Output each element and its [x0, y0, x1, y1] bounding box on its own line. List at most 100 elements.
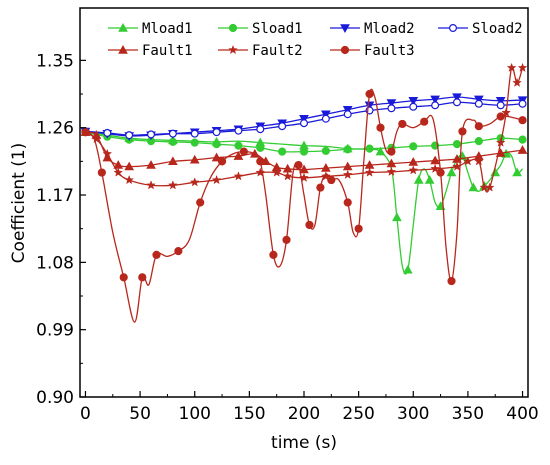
- data-point: [518, 135, 527, 144]
- legend-label: Fault1: [142, 43, 193, 59]
- data-point: [174, 247, 183, 256]
- data-point: [365, 144, 374, 153]
- data-point: [190, 129, 199, 138]
- data-point: [424, 175, 435, 184]
- data-point: [447, 276, 456, 286]
- data-point: [409, 142, 418, 151]
- data-point: [501, 107, 512, 117]
- data-point: [282, 171, 293, 181]
- data-point: [103, 128, 112, 137]
- data-point: [147, 130, 156, 139]
- data-point: [364, 167, 375, 177]
- axes-layer: 0 50 100 150 200 250 300 350 400 0.90 0.99 1.08 1.17…: [36, 51, 539, 424]
- data-point: [474, 122, 483, 131]
- x-axis-title: time (s): [271, 433, 337, 453]
- data-point: [146, 180, 156, 190]
- data-point: [234, 126, 243, 135]
- series-line: [85, 131, 523, 275]
- data-point: [278, 147, 287, 156]
- legend-item: Fault3: [330, 43, 415, 59]
- data-point: [125, 131, 134, 140]
- data-point: [278, 122, 287, 131]
- data-point: [228, 44, 238, 55]
- data-point: [463, 156, 473, 166]
- y-tick-label: 0.90: [36, 388, 74, 408]
- data-point: [305, 220, 314, 230]
- data-point: [392, 212, 402, 222]
- data-point: [452, 140, 462, 149]
- data-point: [211, 174, 222, 185]
- data-point: [189, 177, 200, 187]
- data-point: [343, 145, 352, 154]
- data-point: [234, 141, 243, 150]
- data-point: [321, 114, 330, 123]
- data-point: [387, 147, 396, 156]
- data-point: [340, 45, 350, 55]
- data-point: [212, 140, 221, 149]
- legend-label: Sload2: [472, 21, 523, 37]
- data-point: [398, 119, 407, 129]
- data-point: [228, 23, 238, 33]
- data-point: [212, 128, 221, 137]
- x-tick-label: 200: [288, 404, 320, 424]
- data-point: [518, 99, 527, 108]
- legend-item: Mload2: [330, 21, 415, 37]
- data-point: [168, 137, 177, 147]
- data-point: [211, 152, 222, 162]
- x-tick-label: 50: [129, 404, 151, 424]
- legend: Mload1 Sload1 Mload2 Sload2 Fault1 Fault2 Faul…: [108, 21, 523, 59]
- legend-item: Sload2: [438, 21, 523, 37]
- data-point: [343, 110, 352, 119]
- data-point: [496, 112, 505, 121]
- x-tick-label: 400: [506, 404, 538, 424]
- data-point: [343, 198, 352, 207]
- data-point: [386, 99, 397, 109]
- data-point: [512, 167, 522, 177]
- data-point: [517, 145, 528, 154]
- series-fault2: [80, 62, 528, 193]
- data-point: [233, 151, 244, 160]
- data-point: [473, 156, 484, 166]
- legend-label: Sload1: [252, 21, 303, 37]
- series-fault3: [81, 88, 527, 323]
- data-point: [97, 168, 106, 177]
- data-point: [189, 154, 200, 164]
- data-point: [102, 148, 113, 159]
- data-point: [430, 163, 441, 173]
- data-point: [458, 127, 467, 136]
- data-point: [342, 106, 353, 115]
- data-point: [375, 146, 386, 156]
- x-tick-label: 350: [452, 404, 484, 424]
- data-point: [327, 175, 336, 185]
- data-point: [420, 117, 429, 126]
- data-point: [118, 22, 128, 32]
- data-point: [474, 99, 483, 108]
- data-point: [430, 95, 440, 105]
- data-point: [217, 157, 227, 166]
- data-point: [118, 44, 128, 54]
- data-point: [452, 93, 462, 103]
- data-point: [436, 168, 445, 177]
- x-tick-label: 250: [342, 404, 374, 424]
- data-point: [495, 97, 506, 106]
- y-tick-label: 1.17: [36, 186, 74, 206]
- data-point: [119, 273, 128, 282]
- data-point: [340, 24, 350, 34]
- y-tick-label: 1.08: [36, 253, 74, 273]
- x-tick-label: 100: [179, 404, 211, 424]
- data-point: [255, 167, 266, 177]
- legend-label: Fault2: [252, 43, 303, 59]
- data-point: [506, 62, 517, 73]
- data-point: [316, 183, 325, 192]
- legend-label: Mload1: [142, 21, 193, 37]
- legend-label: Fault3: [364, 43, 415, 59]
- data-point: [81, 128, 90, 137]
- legend-item: Mload1: [108, 21, 193, 37]
- data-point: [124, 174, 135, 185]
- y-tick-label: 1.35: [36, 51, 74, 71]
- data-point: [196, 198, 205, 207]
- data-point: [495, 137, 506, 147]
- data-point: [256, 143, 265, 152]
- data-point: [409, 102, 418, 111]
